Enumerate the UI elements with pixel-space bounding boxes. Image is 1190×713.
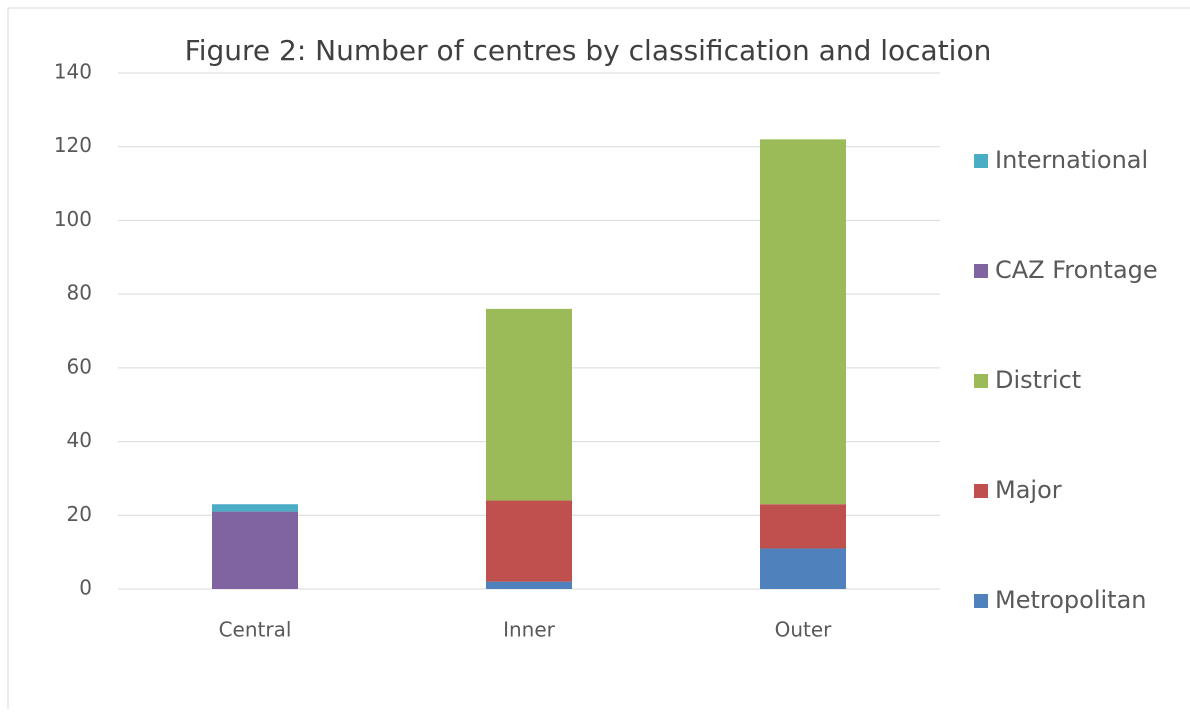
legend-label: CAZ Frontage	[995, 256, 1158, 284]
x-tick-label: Outer	[775, 618, 833, 642]
y-tick-label: 40	[67, 428, 92, 452]
bar-segment	[486, 308, 572, 501]
y-tick-label: 0	[79, 576, 92, 600]
bar-segment	[212, 504, 298, 512]
legend-label: International	[995, 146, 1148, 174]
y-tick-label: 120	[54, 133, 92, 157]
y-tick-label: 100	[54, 207, 92, 231]
y-tick-label: 60	[67, 354, 92, 378]
legend-swatch	[974, 154, 988, 168]
bar-segment	[760, 504, 846, 549]
legend-label: Major	[995, 476, 1062, 504]
y-tick-label: 20	[67, 502, 92, 526]
chart-title: Figure 2: Number of centres by classific…	[185, 34, 992, 67]
legend-label: Metropolitan	[995, 586, 1147, 614]
legend-swatch	[974, 484, 988, 498]
x-tick-label: Central	[219, 618, 292, 642]
legend-swatch	[974, 264, 988, 278]
bar-segment	[486, 581, 572, 589]
bar-segment	[760, 139, 846, 505]
legend-label: District	[995, 366, 1081, 394]
y-tick-label: 80	[67, 281, 92, 305]
legend-swatch	[974, 594, 988, 608]
legend-swatch	[974, 374, 988, 388]
bar-segment	[212, 511, 298, 589]
x-tick-label: Inner	[503, 618, 556, 642]
chart-frame	[7, 7, 1190, 713]
y-tick-label: 140	[54, 60, 92, 84]
bar-segment	[760, 548, 846, 589]
bar-segment	[486, 500, 572, 582]
